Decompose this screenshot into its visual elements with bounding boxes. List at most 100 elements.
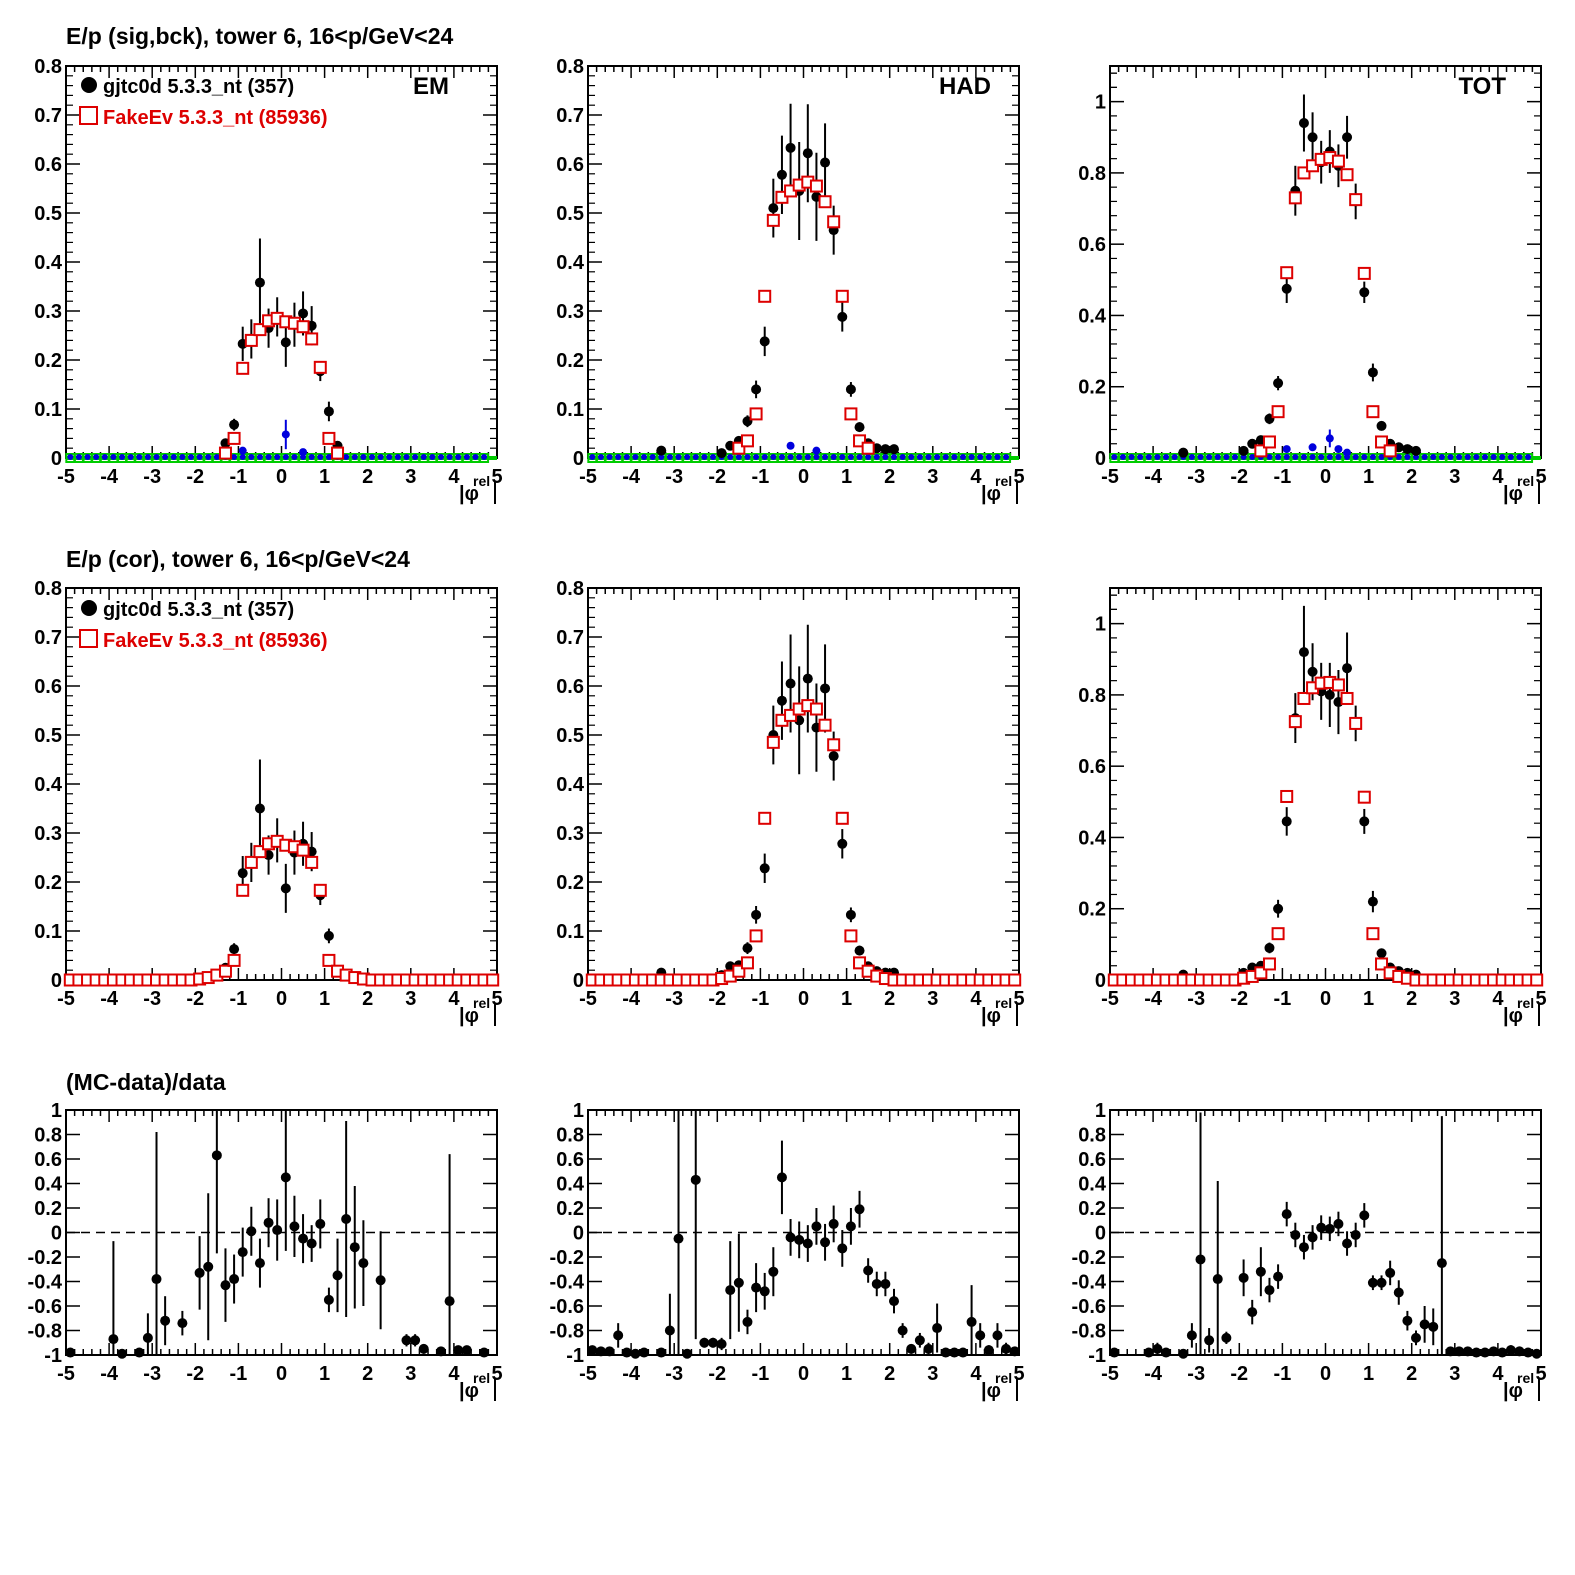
x-tick-label: 5 (491, 1363, 502, 1385)
x-tick-label: -1 (752, 988, 770, 1010)
y-tick-label: -0.4 (28, 1272, 63, 1294)
background-data-baseline-point (1137, 454, 1144, 460)
data-point (828, 1218, 839, 1229)
background-data-baseline-point (1378, 454, 1385, 460)
background-data-baseline-point (1300, 454, 1307, 460)
y-tick-label: 0.2 (556, 872, 584, 894)
data-point (1195, 1254, 1206, 1265)
data-point (845, 1221, 856, 1232)
data-point (1178, 447, 1189, 458)
background-data-baseline-point (291, 454, 298, 460)
data-point (725, 1285, 736, 1296)
x-tick-label: -3 (143, 466, 161, 488)
data-point (759, 336, 770, 347)
background-data-baseline-point (1352, 454, 1359, 460)
data-point (1479, 1347, 1490, 1358)
chart-panel-em-cor: -5 -4 -3 -2 -1 0 1 2 3 4 5 0 0.1 0.2 0.3 0.4 0.5 0.6 0.7 0.… (34, 578, 502, 1027)
mc-point (809, 702, 823, 716)
data-point (418, 1343, 429, 1354)
x-tick-label: 2 (884, 1363, 895, 1385)
data-point (298, 1233, 309, 1244)
mc-point (244, 855, 258, 869)
background-data-baseline-point (213, 454, 220, 460)
background-data-baseline-point (162, 454, 169, 460)
y-tick-label: 1 (573, 1100, 584, 1122)
mc-point (313, 360, 327, 374)
background-data-baseline-point (317, 454, 324, 460)
x-tick-label: 2 (362, 1363, 373, 1385)
mc-point (853, 434, 867, 448)
mc-point (1340, 168, 1354, 182)
x-tick-label: 3 (927, 466, 938, 488)
background-data-baseline-point (1464, 454, 1471, 460)
x-tick-label: 4 (970, 988, 982, 1010)
mc-point (749, 407, 763, 421)
background-data-baseline-point (403, 454, 410, 460)
background-data-point (1343, 448, 1352, 457)
x-tick-label: -4 (622, 988, 641, 1010)
data-point (820, 157, 831, 168)
background-data-baseline-point (916, 454, 923, 460)
mc-point (835, 289, 849, 303)
mc-point (236, 361, 250, 375)
background-data-baseline-point (1404, 454, 1411, 460)
mc-point (1288, 715, 1302, 729)
data-point (1402, 444, 1413, 455)
x-tick-label: -1 (230, 988, 248, 1010)
data-point (1359, 287, 1370, 298)
data-point (254, 803, 265, 814)
y-tick-label: -0.8 (1072, 1321, 1106, 1343)
data-point (897, 1325, 908, 1336)
data-point (975, 1330, 986, 1341)
data-point (682, 1348, 693, 1359)
mc-point (1349, 716, 1363, 730)
panels-container: -5 -4 -3 -2 -1 0 1 2 3 4 5 0 0.1 0.2 0.3 0.4 0.5 0.6 0.7 0.… (28, 56, 1547, 1402)
data-point (716, 1338, 727, 1349)
background-data-baseline-point (727, 454, 734, 460)
data-point (1436, 1258, 1447, 1269)
background-data-baseline-point (1214, 454, 1221, 460)
data-point (341, 1214, 352, 1225)
x-tick-label: 3 (1449, 1363, 1460, 1385)
data-point (1298, 118, 1309, 129)
data-point (613, 1330, 624, 1341)
x-tick-label: -1 (752, 1363, 770, 1385)
y-tick-label: 0.7 (556, 627, 584, 649)
background-data-point (1308, 443, 1317, 452)
background-data-baseline-point (101, 454, 108, 460)
data-point (444, 1296, 455, 1307)
data-point (298, 308, 309, 319)
data-point (461, 1345, 472, 1356)
x-axis-label: |φ (459, 1380, 479, 1402)
mc-point (827, 215, 841, 229)
background-data-baseline-point (420, 454, 427, 460)
data-point (1342, 663, 1353, 674)
mc-point (766, 735, 780, 749)
data-point (768, 1266, 779, 1277)
y-tick-label: 0.6 (34, 676, 62, 698)
mc-point (1280, 266, 1294, 280)
background-data-baseline-point (839, 454, 846, 460)
y-tick-label: 0.6 (34, 154, 62, 176)
x-tick-label: 0 (276, 1363, 287, 1385)
background-data-baseline-point (248, 454, 255, 460)
x-tick-label: 0 (276, 988, 287, 1010)
background-data-baseline-point (205, 454, 212, 460)
mc-point (1262, 957, 1276, 971)
background-data-baseline-point (308, 454, 315, 460)
y-tick-label: 0.1 (556, 399, 584, 421)
background-data-baseline-point (873, 454, 880, 460)
y-tick-label: -1 (44, 1345, 62, 1367)
y-tick-label: -0.8 (28, 1321, 62, 1343)
background-data-baseline-point (968, 454, 975, 460)
x-tick-label: -4 (100, 1363, 119, 1385)
row-title-sig-bck: E/p (sig,bck), tower 6, 16<p/GeV<24 (66, 23, 454, 49)
data-point (237, 1247, 248, 1258)
data-point (1298, 647, 1309, 658)
data-point (160, 1315, 171, 1326)
mc-point (861, 441, 875, 455)
background-data-baseline-point (701, 454, 708, 460)
mc-point (1357, 790, 1371, 804)
data-point (664, 1325, 675, 1336)
